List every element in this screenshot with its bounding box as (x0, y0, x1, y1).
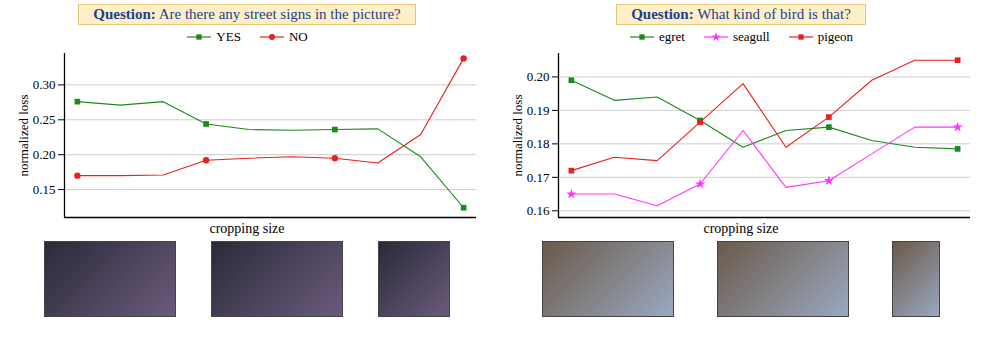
svg-text:0.25: 0.25 (33, 112, 56, 127)
svg-text:0.20: 0.20 (527, 69, 550, 84)
html-text:Question: What kind of bird is: Question: What kind of bird is that? (631, 6, 851, 22)
svg-text:normalized loss: normalized loss (16, 95, 31, 177)
html-text:cropping size: cropping size (703, 221, 779, 236)
svg-text:0.20: 0.20 (33, 147, 56, 162)
html-text:NO: NO (288, 28, 308, 44)
svg-text:0.19: 0.19 (527, 103, 550, 118)
svg-text:0.15: 0.15 (33, 182, 56, 197)
svg-text:normalized loss: normalized loss (510, 95, 525, 177)
html-text:seagull: seagull (732, 28, 770, 44)
svg-text:0.16: 0.16 (527, 203, 550, 218)
html-text:YES: YES (216, 28, 241, 44)
html-text:egret: egret (658, 28, 685, 44)
html-text:pigeon: pigeon (817, 28, 854, 44)
html-text:Question: Are there any street: Question: Are there any street signs in … (93, 6, 401, 22)
html-text:cropping size: cropping size (209, 221, 285, 236)
svg-text:0.17: 0.17 (527, 169, 550, 184)
svg-text:0.18: 0.18 (527, 136, 550, 151)
svg-text:0.30: 0.30 (33, 77, 56, 92)
